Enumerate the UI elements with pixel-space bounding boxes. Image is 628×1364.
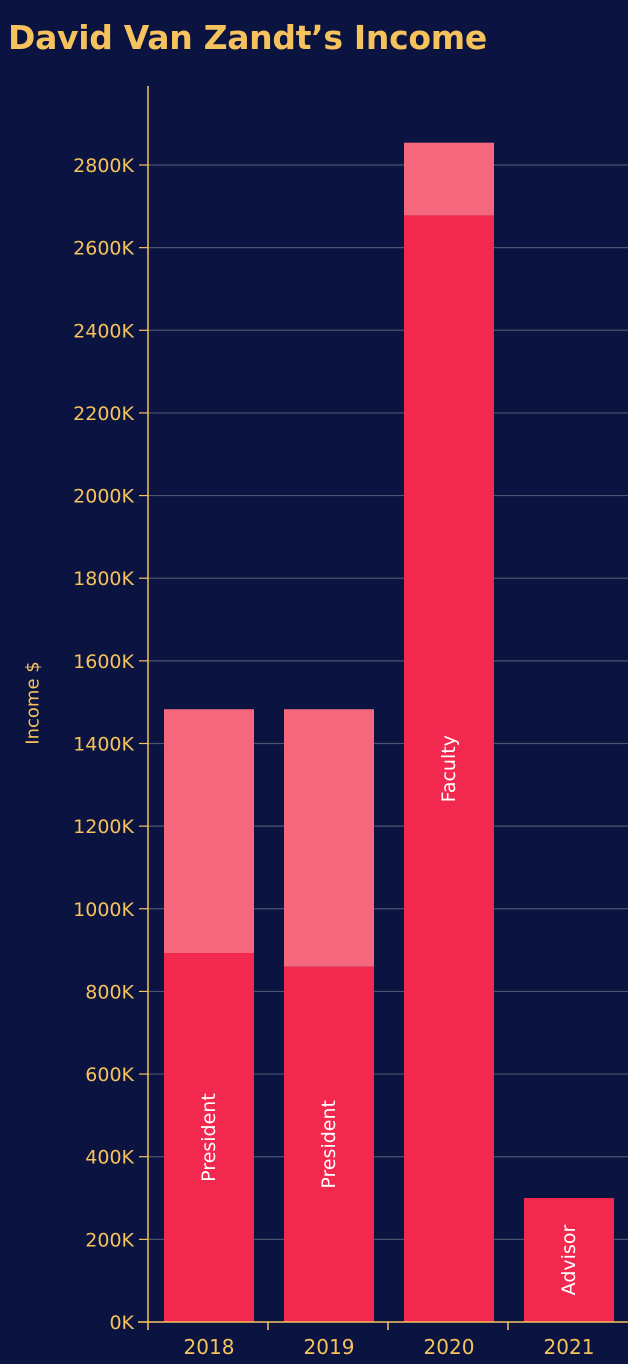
- bar-label: Faculty: [438, 735, 460, 802]
- bar-segment: [284, 966, 374, 1322]
- labels: 0K 200K 400K 600K 800K 1000K 1200K 1400K 1600K 18…: [73, 155, 594, 1359]
- y-tick-label: 2800K: [73, 155, 134, 177]
- y-tick-label: 1000K: [73, 899, 134, 921]
- x-tick-label: 2018: [184, 1335, 235, 1359]
- bar-segment: [164, 952, 254, 1322]
- y-tick-label: 1200K: [73, 816, 134, 838]
- y-tick-label: 1800K: [73, 568, 134, 590]
- y-tick-label: 800K: [85, 981, 134, 1003]
- axes: [138, 86, 628, 1330]
- bar-label: President: [318, 1100, 340, 1189]
- bar-segment: [164, 709, 254, 953]
- bar-label: President: [198, 1093, 220, 1182]
- bar-segment: [404, 142, 494, 216]
- y-tick-label: 0K: [109, 1312, 134, 1334]
- bar-segment: [524, 1198, 614, 1322]
- bars: [164, 142, 614, 1323]
- y-tick-label: 2200K: [73, 403, 134, 425]
- y-tick-label: 200K: [85, 1229, 134, 1251]
- y-tick-label: 600K: [85, 1064, 134, 1086]
- y-tick-label: 2600K: [73, 238, 134, 260]
- y-tick-label: 2000K: [73, 486, 134, 508]
- y-tick-label: 2400K: [73, 320, 134, 342]
- x-tick-label: 2021: [544, 1335, 595, 1359]
- y-tick-label: 400K: [85, 1147, 134, 1169]
- bar-label: Advisor: [558, 1225, 580, 1296]
- y-tick-label: 1600K: [73, 651, 134, 673]
- y-tick-label: 1400K: [73, 734, 134, 756]
- bar-segment: [404, 215, 494, 1323]
- bar-segment: [284, 709, 374, 967]
- x-tick-label: 2019: [304, 1335, 355, 1359]
- chart-title: David Van Zandt’s Income: [8, 18, 487, 57]
- x-tick-label: 2020: [424, 1335, 475, 1359]
